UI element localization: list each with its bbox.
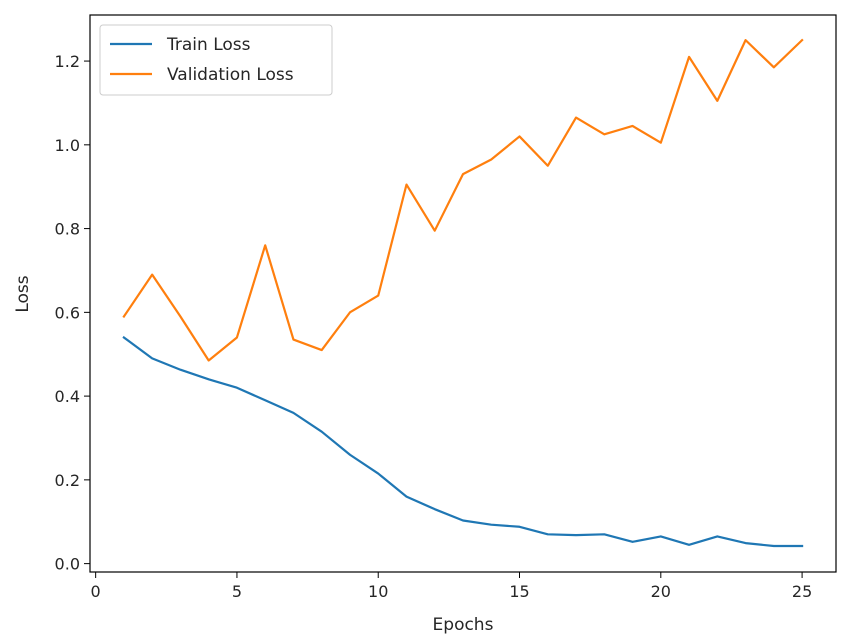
x-tick-label: 0 [91, 582, 101, 601]
series-layer [122, 38, 804, 548]
x-axis-label: Epochs [433, 615, 494, 635]
x-tick-label: 20 [651, 582, 671, 601]
y-axis-label: Loss [13, 275, 33, 312]
legend-box [99, 24, 333, 96]
y-axis-ticks: 0.0 0.2 0.4 0.6 0.8 1.0 1.2 [55, 52, 90, 574]
legend: Train Loss Validation Loss [99, 24, 333, 96]
y-tick-label: 0.0 [55, 555, 80, 574]
series-line-validation-loss [122, 38, 804, 362]
x-tick-label: 10 [368, 582, 388, 601]
x-tick-label: 15 [509, 582, 529, 601]
x-axis-ticks: 0 5 10 15 20 25 [91, 572, 812, 601]
plot-frame [89, 14, 837, 573]
x-tick-label: 5 [232, 582, 242, 601]
y-tick-label: 0.6 [55, 303, 80, 322]
legend-label-validation-loss: Validation Loss [167, 65, 294, 85]
y-tick-label: 1.0 [55, 136, 80, 155]
y-tick-label: 0.4 [55, 387, 80, 406]
legend-label-train-loss: Train Loss [166, 35, 251, 55]
y-tick-label: 1.2 [55, 52, 80, 71]
x-tick-label: 25 [792, 582, 812, 601]
y-tick-label: 0.2 [55, 471, 80, 490]
series-line-train-loss [122, 335, 804, 548]
y-tick-label: 0.8 [55, 220, 80, 239]
